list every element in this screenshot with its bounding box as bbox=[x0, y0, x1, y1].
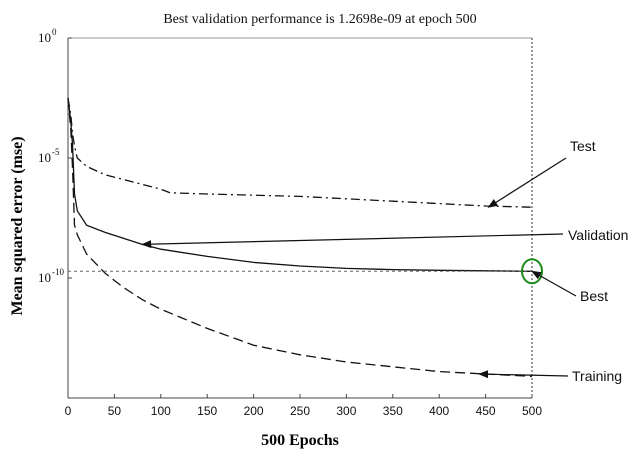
x-tick-label: 300 bbox=[336, 404, 356, 418]
annotation-label-test: Test bbox=[570, 138, 596, 154]
annotation-arrow-best bbox=[531, 270, 577, 297]
plot-area bbox=[67, 37, 533, 399]
series-line-validation bbox=[67, 97, 533, 272]
series-line-test bbox=[67, 97, 533, 208]
annotation-arrow-training bbox=[478, 370, 569, 379]
series-line-training bbox=[67, 97, 533, 378]
x-tick-label: 200 bbox=[244, 404, 264, 418]
y-axis-label: Mean squared error (mse) bbox=[9, 136, 26, 315]
y-tick-exponent: -10 bbox=[52, 267, 64, 277]
x-tick-label: 250 bbox=[290, 404, 310, 418]
y-tick-exponent: -5 bbox=[52, 147, 60, 157]
x-tick-label: 350 bbox=[383, 404, 403, 418]
x-axis-label: 500 Epochs bbox=[261, 432, 339, 449]
annotation-arrow-test bbox=[487, 157, 567, 208]
annotation-label-training: Training bbox=[572, 368, 622, 384]
best-marker-circle bbox=[521, 258, 543, 285]
y-tick-label: 10 bbox=[38, 270, 51, 285]
annotation-label-validation: Validation bbox=[568, 227, 628, 243]
annotation-label-best: Best bbox=[580, 288, 608, 304]
x-tick-label: 450 bbox=[476, 404, 496, 418]
annotation-arrow-validation bbox=[141, 233, 564, 249]
x-tick-label: 0 bbox=[65, 404, 72, 418]
x-tick-group: 0 50 100 150 200 250 300 350 400 450 500 bbox=[65, 394, 542, 418]
y-tick-label: 10 bbox=[38, 150, 51, 165]
y-tick-exponent: 0 bbox=[52, 27, 57, 37]
y-tick-label: 10 bbox=[38, 30, 51, 45]
chart-title: Best validation performance is 1.2698e-0… bbox=[163, 12, 476, 27]
x-tick-label: 150 bbox=[197, 404, 217, 418]
annotation-group: Test Validation Best Training bbox=[141, 138, 628, 384]
x-tick-label: 500 bbox=[522, 404, 542, 418]
x-tick-label: 50 bbox=[108, 404, 122, 418]
x-tick-label: 400 bbox=[429, 404, 449, 418]
x-tick-label: 100 bbox=[151, 404, 171, 418]
series-group bbox=[67, 97, 533, 378]
